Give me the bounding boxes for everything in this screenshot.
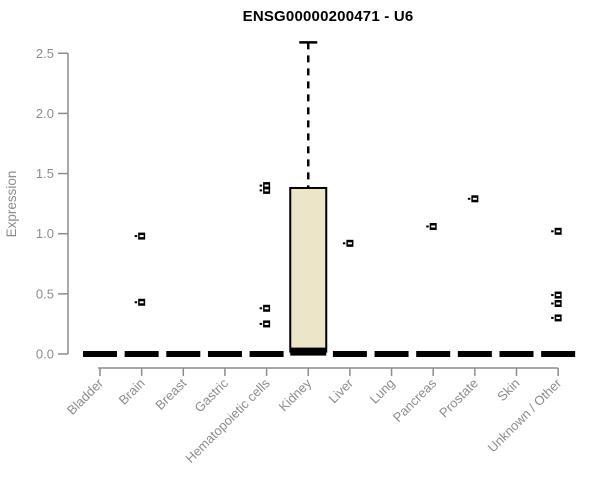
y-tick-label: 1.0 bbox=[36, 226, 54, 241]
outlier-point-tick bbox=[134, 301, 138, 304]
outlier-point-tick bbox=[259, 322, 263, 325]
outlier-point-tick bbox=[259, 184, 263, 187]
median-line bbox=[374, 351, 409, 357]
outlier-point-center bbox=[139, 235, 144, 238]
x-tick-label: Kidney bbox=[276, 375, 315, 414]
median-line bbox=[166, 351, 201, 357]
x-tick-label: Unknown / Other bbox=[485, 375, 565, 455]
outlier-point-tick bbox=[551, 316, 554, 319]
x-tick-label: Liver bbox=[325, 375, 356, 406]
x-tick-label: Bladder bbox=[64, 375, 107, 418]
box-iqr bbox=[289, 186, 328, 353]
outlier-point-center bbox=[347, 242, 352, 245]
median-line bbox=[332, 351, 367, 357]
median-line bbox=[541, 351, 576, 357]
outlier-point-tick bbox=[426, 225, 429, 228]
median-line bbox=[83, 351, 117, 357]
outlier-point-tick bbox=[259, 189, 263, 192]
x-tick-label: Brain bbox=[116, 376, 148, 408]
outlier-point-center bbox=[264, 307, 269, 310]
x-tick-label: Prostate bbox=[436, 376, 481, 421]
outlier-point-center bbox=[264, 189, 269, 192]
y-tick-label: 2.0 bbox=[36, 106, 54, 121]
y-tick-label: 0.0 bbox=[36, 347, 54, 362]
outlier-point-center bbox=[472, 197, 477, 200]
x-tick-label: Skin bbox=[494, 376, 522, 404]
outlier-point-center bbox=[556, 294, 561, 297]
chart-title: ENSG00000200471 - U6 bbox=[242, 8, 414, 25]
outlier-point-tick bbox=[342, 242, 346, 245]
outlier-point-tick bbox=[551, 230, 554, 233]
x-tick-label: Pancreas bbox=[390, 375, 440, 425]
outlier-point-center bbox=[264, 322, 269, 325]
median-line bbox=[416, 351, 451, 357]
outlier-point-tick bbox=[134, 235, 138, 238]
outlier-point-center bbox=[139, 301, 144, 304]
y-tick-label: 0.5 bbox=[36, 286, 54, 301]
median-line bbox=[290, 347, 327, 356]
x-tick-label: Gastric bbox=[191, 375, 231, 415]
x-tick-label: Lung bbox=[367, 376, 398, 407]
median-line bbox=[249, 351, 284, 357]
median-line bbox=[124, 351, 159, 357]
outlier-point-tick bbox=[467, 197, 471, 200]
outlier-point-tick bbox=[551, 302, 554, 305]
median-line bbox=[457, 351, 492, 357]
outlier-point-center bbox=[556, 230, 561, 233]
median-line bbox=[207, 351, 242, 357]
y-tick-label: 2.5 bbox=[36, 46, 54, 61]
outlier-point-center bbox=[556, 302, 561, 305]
outlier-point-tick bbox=[259, 307, 263, 310]
median-line bbox=[499, 351, 534, 357]
outlier-point-center bbox=[556, 316, 561, 319]
x-tick-label: Breast bbox=[152, 375, 189, 412]
outlier-point-tick bbox=[551, 294, 554, 297]
y-tick-label: 1.5 bbox=[36, 166, 54, 181]
outlier-point-center bbox=[264, 184, 269, 187]
outlier-point-center bbox=[431, 225, 436, 228]
